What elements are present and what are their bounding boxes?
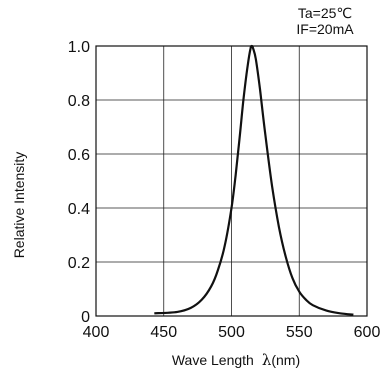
x-axis-label-unit: (nm) bbox=[271, 352, 301, 368]
condition-current: IF=20mA bbox=[296, 21, 354, 37]
x-axis-label-symbol: λ bbox=[261, 351, 272, 369]
y-tick-label-0: 0 bbox=[81, 309, 90, 326]
y-tick-label-4: 0.8 bbox=[68, 93, 90, 110]
y-tick-label-1: 0.2 bbox=[68, 255, 90, 272]
x-axis-label-text: Wave Length bbox=[171, 352, 254, 368]
x-tick-label-550: 550 bbox=[286, 324, 313, 341]
x-tick-label-500: 500 bbox=[218, 324, 245, 341]
plot-frame bbox=[95, 45, 368, 317]
condition-temperature: Ta=25℃ bbox=[297, 5, 353, 21]
y-tick-label-5: 1.0 bbox=[68, 39, 90, 56]
y-tick-label-2: 0.4 bbox=[68, 201, 90, 218]
x-tick-label-400: 400 bbox=[83, 324, 110, 341]
y-axis-label: Relative Intensity bbox=[11, 151, 27, 259]
x-tick-label-450: 450 bbox=[150, 324, 177, 341]
y-tick-label-3: 0.6 bbox=[68, 147, 90, 164]
x-axis-label: Wave Length λ(nm) bbox=[172, 351, 300, 369]
x-tick-label-600: 600 bbox=[354, 324, 381, 341]
series-line-0 bbox=[154, 44, 354, 316]
